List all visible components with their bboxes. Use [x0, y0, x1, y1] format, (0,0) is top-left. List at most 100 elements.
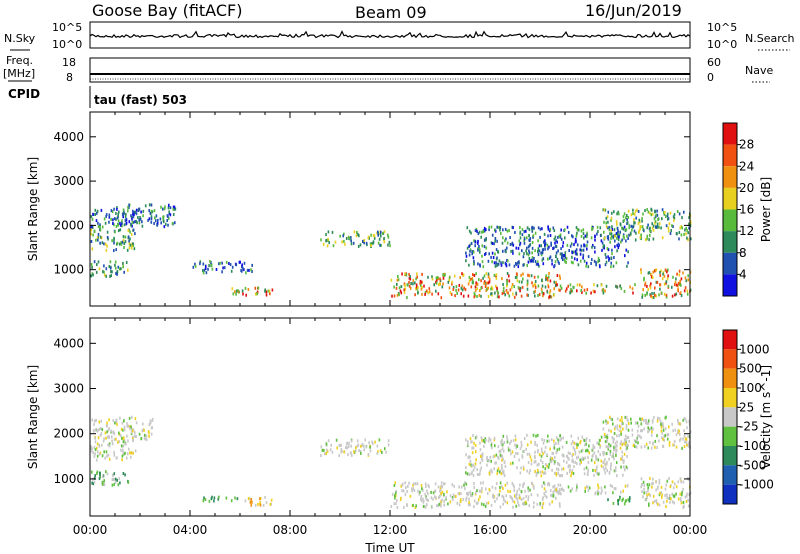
data-cell [468, 244, 470, 248]
data-cell [138, 432, 141, 436]
data-cell [606, 462, 608, 466]
data-cell [517, 246, 520, 250]
data-cell [218, 262, 220, 266]
data-cell [344, 242, 346, 246]
data-cell [544, 467, 547, 471]
data-cell [490, 225, 493, 229]
data-cell [569, 470, 571, 474]
data-cell [502, 283, 504, 286]
data-cell [605, 221, 607, 225]
data-cell [673, 439, 676, 443]
data-cell [460, 286, 463, 290]
data-cell [368, 441, 370, 445]
data-cell [377, 230, 379, 234]
data-cell [637, 441, 639, 445]
data-cell [142, 214, 144, 218]
data-cell [443, 482, 446, 486]
data-cell [120, 427, 123, 431]
data-cell [472, 273, 474, 277]
data-cell [682, 501, 685, 504]
data-cell [494, 264, 497, 268]
data-cell [125, 212, 127, 216]
data-cell [167, 206, 170, 210]
data-cell [506, 282, 508, 286]
data-cell [637, 424, 640, 428]
data-cell [653, 415, 655, 419]
data-cell [473, 465, 476, 469]
data-cell [95, 270, 98, 274]
data-cell [470, 242, 473, 245]
data-cell [439, 277, 441, 281]
data-cell [613, 469, 616, 473]
data-cell [554, 487, 556, 491]
data-cell [607, 226, 609, 230]
data-cell [643, 445, 646, 448]
data-cell [657, 218, 659, 221]
data-cell [567, 230, 570, 234]
data-cell [686, 228, 688, 232]
data-cell [481, 244, 484, 248]
data-cell [530, 274, 533, 278]
data-cell [545, 274, 548, 278]
data-cell [665, 483, 668, 487]
data-cell [357, 232, 359, 236]
data-cell [103, 437, 105, 441]
data-cell [105, 213, 108, 217]
data-cell [127, 209, 129, 213]
data-cell [330, 443, 332, 447]
data-cell [521, 280, 523, 284]
data-cell [544, 494, 546, 498]
data-region [546, 283, 636, 295]
data-cell [396, 278, 399, 282]
data-cell [138, 221, 141, 225]
data-cell [132, 435, 134, 439]
data-cell [453, 495, 456, 499]
data-cell [606, 235, 609, 239]
data-cell [512, 251, 514, 255]
data-cell [422, 497, 424, 501]
data-cell [424, 505, 427, 509]
data-cell [603, 432, 606, 436]
data-cell [541, 227, 543, 231]
colorbar-swatch [723, 209, 737, 232]
data-cell [558, 288, 560, 292]
data-cell [493, 438, 496, 442]
data-cell [603, 220, 605, 224]
data-cell [531, 481, 534, 485]
data-cell [653, 499, 656, 503]
data-cell [91, 470, 93, 474]
data-cell [632, 225, 634, 229]
data-cell [420, 498, 423, 502]
data-cell [151, 426, 153, 430]
data-cell [541, 438, 543, 441]
data-cell [526, 452, 529, 456]
data-cell [671, 224, 673, 228]
data-cell [667, 229, 670, 233]
data-cell [568, 249, 570, 252]
data-cell [115, 212, 117, 215]
data-cell [119, 221, 121, 225]
data-cell [349, 237, 351, 241]
data-cell [420, 287, 423, 291]
data-cell [626, 418, 629, 422]
data-cell [598, 259, 601, 262]
data-cell [441, 490, 444, 494]
data-cell [506, 272, 509, 275]
y-axis-title: Slant Range [km] [26, 365, 40, 469]
data-cell [174, 207, 177, 211]
data-cell [464, 481, 466, 485]
data-cell [363, 239, 366, 242]
data-cell [554, 455, 556, 459]
data-cell [612, 440, 614, 444]
data-region [320, 230, 391, 248]
data-cell [631, 433, 634, 437]
data-cell [655, 225, 657, 229]
data-cell [126, 422, 128, 426]
data-cell [135, 219, 137, 223]
data-cell [94, 436, 96, 440]
data-cell [512, 226, 514, 230]
data-cell [141, 224, 144, 228]
data-cell [143, 437, 146, 441]
data-cell [606, 435, 609, 439]
data-cell [102, 439, 105, 443]
